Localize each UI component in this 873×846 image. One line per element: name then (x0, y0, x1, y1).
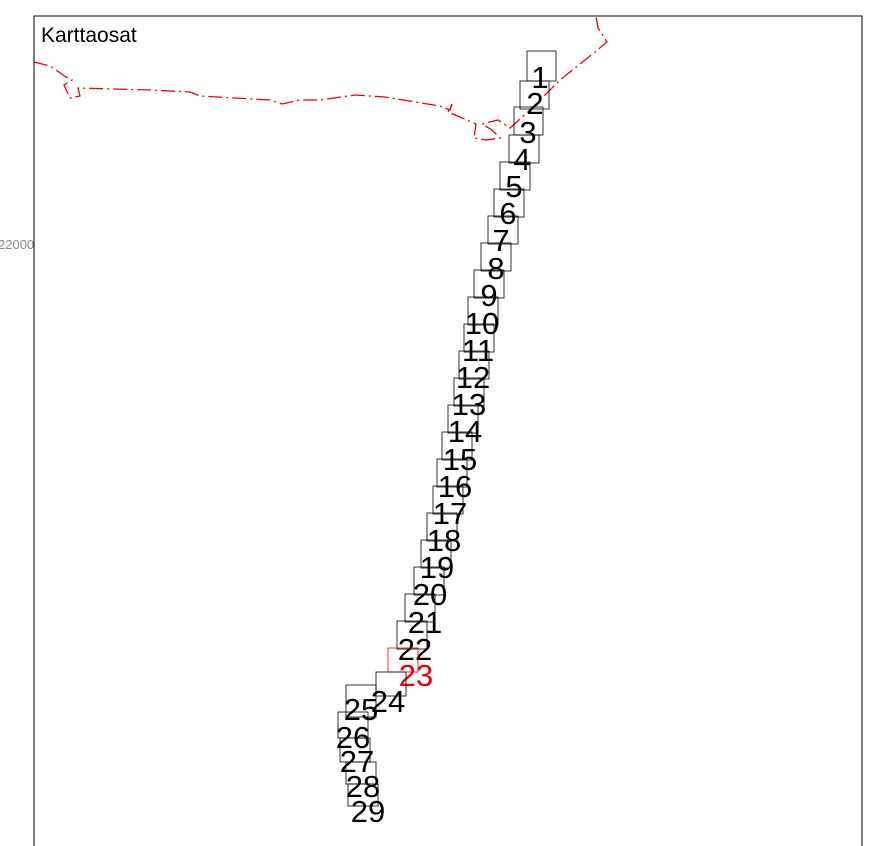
map-frame (33, 15, 863, 846)
map-part-box-20[interactable] (413, 566, 445, 596)
map-part-label-24[interactable]: 24 (371, 684, 405, 719)
map-part-label-3[interactable]: 3 (519, 115, 536, 150)
map-part-label-15[interactable]: 15 (443, 442, 477, 477)
map-part-label-27[interactable]: 27 (340, 744, 374, 779)
map-part-label-8[interactable]: 8 (487, 251, 504, 286)
map-part-label-28[interactable]: 28 (346, 769, 380, 804)
map-part-label-16[interactable]: 16 (438, 469, 472, 504)
map-part-box-25[interactable] (345, 684, 377, 718)
map-part-label-20[interactable]: 20 (413, 577, 447, 612)
map-part-label-19[interactable]: 19 (420, 550, 454, 585)
map-part-label-2[interactable]: 2 (526, 86, 543, 121)
map-part-box-19[interactable] (420, 539, 452, 569)
map-part-box-18[interactable] (426, 512, 458, 542)
map-part-box-29[interactable] (347, 783, 379, 807)
map-part-box-5[interactable] (499, 161, 531, 191)
map-part-box-24[interactable] (375, 671, 407, 697)
map-part-box-14[interactable] (447, 404, 479, 434)
map-part-box-11[interactable] (463, 323, 495, 353)
map-part-label-22[interactable]: 22 (398, 632, 432, 667)
map-part-label-13[interactable]: 13 (452, 387, 486, 422)
map-title: Karttaosat (41, 24, 137, 47)
map-part-box-21[interactable] (404, 593, 436, 623)
map-part-box-9[interactable] (473, 269, 505, 299)
map-part-box-13[interactable] (453, 377, 485, 407)
map-part-label-6[interactable]: 6 (499, 196, 516, 231)
border-line (33, 15, 608, 141)
map-part-box-15[interactable] (441, 431, 473, 461)
map-part-label-5[interactable]: 5 (505, 169, 522, 204)
map-part-box-10[interactable] (467, 296, 499, 326)
map-part-label-29[interactable]: 29 (351, 794, 385, 829)
map-part-label-9[interactable]: 9 (480, 278, 497, 313)
map-part-label-17[interactable]: 17 (433, 496, 467, 531)
map-part-box-8[interactable] (480, 242, 512, 272)
map-part-label-21[interactable]: 21 (408, 605, 442, 640)
map-part-box-4[interactable] (508, 134, 540, 164)
map-part-label-14[interactable]: 14 (448, 414, 482, 449)
map-parts-layer: 1234567891011121314151617181920212223242… (336, 50, 557, 829)
map-part-box-12[interactable] (458, 350, 490, 380)
map-part-box-17[interactable] (432, 485, 464, 515)
map-part-box-2[interactable] (519, 80, 550, 110)
map-part-label-1[interactable]: 1 (531, 60, 548, 95)
map-part-label-23[interactable]: 23 (399, 658, 433, 693)
map-part-box-22[interactable] (396, 620, 428, 650)
coordinate-label: 22000 (0, 237, 34, 252)
map-part-label-12[interactable]: 12 (456, 360, 490, 395)
map-part-label-18[interactable]: 18 (427, 523, 461, 558)
map-part-label-25[interactable]: 25 (344, 692, 378, 727)
map-part-label-10[interactable]: 10 (465, 306, 499, 341)
map-part-box-6[interactable] (493, 188, 525, 218)
map-part-box-16[interactable] (436, 458, 468, 488)
map-part-box-7[interactable] (487, 215, 519, 245)
map-part-label-4[interactable]: 4 (513, 142, 530, 177)
map-part-label-7[interactable]: 7 (492, 223, 509, 258)
map-part-label-26[interactable]: 26 (336, 720, 370, 755)
